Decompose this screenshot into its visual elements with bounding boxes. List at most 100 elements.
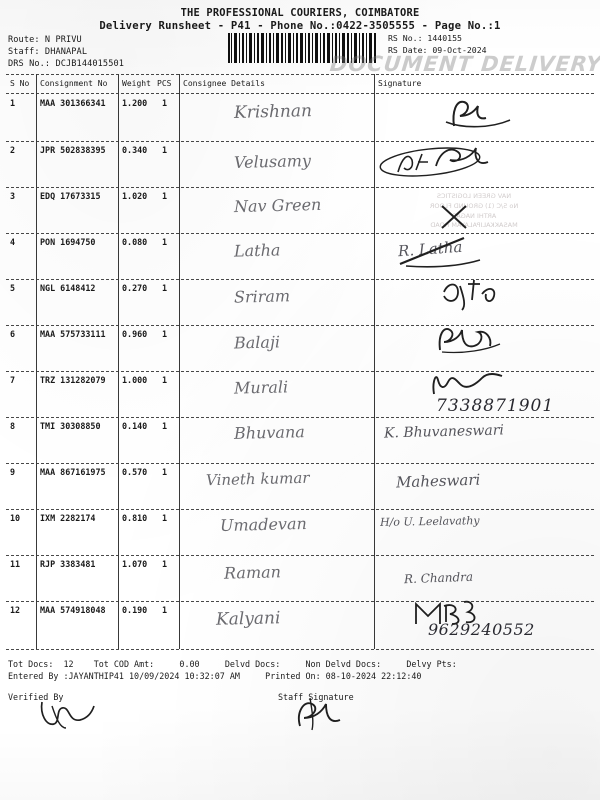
cell-weight: 0.340 [122, 145, 148, 155]
signature-scribble [399, 236, 481, 268]
cell-pcs: 1 [162, 283, 168, 293]
signature-scribble [379, 147, 489, 177]
cell-signature-handwritten: H/o U. Leelavathy [379, 514, 480, 529]
rs-no-label: RS No.: 1440155 [388, 33, 462, 43]
cell-sno: 2 [10, 145, 16, 155]
col-header-weight: Weight [122, 79, 151, 88]
cell-consignment: RJP 3383481 [40, 559, 96, 569]
cell-consignee-handwritten: Velusamy [233, 151, 312, 172]
staff-label: Staff: DHANAPAL [8, 47, 88, 57]
table-rule [6, 649, 594, 650]
column-divider [179, 74, 180, 649]
cell-consignment: MAA 301366341 [40, 98, 106, 108]
cell-weight: 0.140 [122, 421, 148, 431]
column-divider [118, 74, 119, 649]
footer-totals-line: Tot Docs: 12 Tot COD Amt: 0.00 Delvd Doc… [8, 659, 457, 669]
signature-scribble [415, 600, 476, 625]
cell-consignment: TMI 30308850 [40, 421, 101, 431]
signature-phone-number: 7338871901 [436, 396, 555, 416]
cell-pcs: 1 [162, 191, 168, 201]
cell-pcs: 1 [162, 467, 168, 477]
cell-sno: 5 [10, 283, 16, 293]
cell-consignee-handwritten: Latha [233, 240, 281, 261]
cell-consignee-handwritten: Balaji [233, 332, 281, 353]
cell-consignee-handwritten: Kalyani [215, 608, 281, 630]
cell-consignment: MAA 574918048 [40, 605, 106, 615]
cell-consignee-handwritten: Bhuvana [233, 422, 306, 443]
cell-weight: 1.200 [122, 98, 148, 108]
cell-pcs: 1 [162, 329, 168, 339]
cell-consignment: IXM 2282174 [40, 513, 96, 523]
column-divider [36, 74, 37, 649]
staff-signature-scribble [298, 697, 341, 731]
rs-date-label: RS Date: 09-Oct-2024 [388, 45, 487, 55]
verified-by-label: Verified By [8, 692, 64, 702]
cell-consignee-handwritten: Murali [233, 377, 289, 398]
cell-pcs: 1 [162, 375, 168, 385]
cell-weight: 0.810 [122, 513, 148, 523]
table-rule [6, 601, 594, 602]
cell-sno: 11 [10, 559, 21, 569]
cell-pcs: 1 [162, 145, 168, 155]
table-rule [6, 187, 594, 188]
signature-phone-number: 9629240552 [428, 620, 535, 639]
cell-sno: 4 [10, 237, 16, 247]
column-divider [374, 74, 375, 649]
table-rule [6, 463, 594, 464]
table-rule [6, 509, 594, 510]
cell-weight: 1.020 [122, 191, 148, 201]
table-rule [6, 417, 594, 418]
table-rule [6, 279, 594, 280]
cell-sno: 6 [10, 329, 16, 339]
cell-consignee-handwritten: Vineth kumar [205, 468, 310, 490]
cell-weight: 0.080 [122, 237, 148, 247]
company-title: THE PROFESSIONAL COURIERS, COIMBATORE [180, 7, 420, 19]
cell-pcs: 1 [162, 605, 168, 615]
col-header-consignment: Consignment No [40, 79, 108, 88]
table-rule [6, 233, 594, 234]
signature-scribble [438, 328, 501, 354]
cell-consignee-handwritten: Umadevan [219, 513, 308, 536]
signature-scribble [443, 279, 496, 311]
cell-pcs: 1 [162, 421, 168, 431]
document-delivery-watermark: DOCUMENT DELIVERY [328, 52, 600, 76]
cell-consignee-handwritten: Nav Green [233, 194, 322, 217]
col-header-consignee: Consignee Details [183, 79, 265, 88]
footer-entered-line: Entered By :JAYANTHIP41 10/09/2024 10:32… [8, 671, 422, 681]
cell-pcs: 1 [162, 513, 168, 523]
cell-weight: 1.000 [122, 375, 148, 385]
signature-scribble [445, 100, 511, 128]
table-rule [6, 141, 594, 142]
cell-consignment: EDQ 17673315 [40, 191, 101, 201]
col-header-sno: S No [10, 79, 30, 88]
cell-consignee-handwritten: Sriram [233, 286, 291, 307]
runsheet-subtitle: Delivery Runsheet - P41 - Phone No.:0422… [99, 20, 501, 32]
cell-pcs: 1 [162, 237, 168, 247]
cell-pcs: 1 [162, 98, 168, 108]
cell-signature-handwritten: R. Chandra [403, 569, 474, 587]
signature-scribble [432, 373, 503, 395]
cell-weight: 0.570 [122, 467, 148, 477]
cell-weight: 0.270 [122, 283, 148, 293]
cell-consignment: NGL 6148412 [40, 283, 96, 293]
cell-consignee-handwritten: Raman [223, 562, 282, 583]
cell-signature-handwritten: K. Bhuvaneswari [383, 422, 505, 442]
table-rule [6, 555, 594, 556]
cell-sno: 7 [10, 375, 16, 385]
barcode-icon [228, 33, 376, 63]
verified-by-signature [40, 701, 95, 729]
signature-cross-mark [441, 205, 467, 229]
cell-consignee-handwritten: Krishnan [233, 101, 313, 123]
table-rule [6, 93, 594, 94]
cell-sno: 9 [10, 467, 16, 477]
col-header-pcs: PCS [157, 79, 172, 88]
cell-consignment: MAA 867161975 [40, 467, 106, 477]
cell-sno: 10 [10, 513, 21, 523]
cell-consignment: PON 1694750 [40, 237, 96, 247]
table-rule [6, 325, 594, 326]
cell-sno: 1 [10, 98, 16, 108]
cell-consignment: TRZ 131282079 [40, 375, 106, 385]
staff-signature-label: Staff Signature [278, 692, 354, 702]
cell-sno: 8 [10, 421, 16, 431]
